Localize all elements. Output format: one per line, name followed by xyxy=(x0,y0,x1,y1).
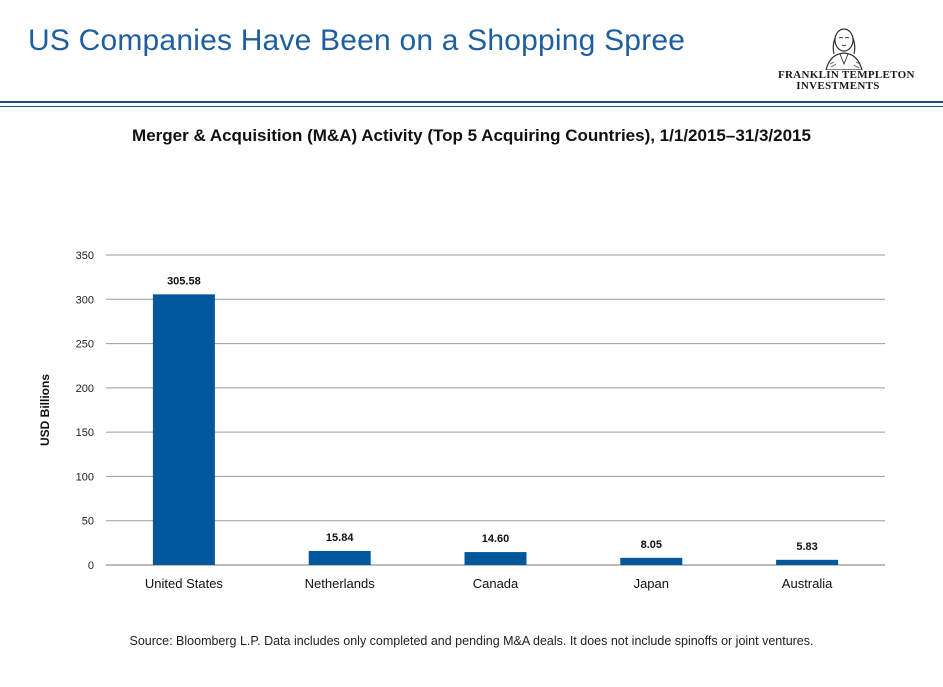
x-tick-label: Netherlands xyxy=(305,576,376,591)
data-label: 305.58 xyxy=(167,275,201,287)
data-label: 15.84 xyxy=(326,532,354,544)
y-axis-label: USD Billions xyxy=(38,374,52,446)
page-title: US Companies Have Been on a Shopping Spr… xyxy=(28,24,686,57)
y-tick-label: 100 xyxy=(76,471,94,483)
bar xyxy=(308,550,371,565)
logo-text-line2: INVESTMENTS xyxy=(796,80,880,92)
y-tick-label: 300 xyxy=(76,294,94,306)
header-divider-thin xyxy=(0,106,943,107)
bar-chart: 0 50 100 150 200 250 300 350 USD Billions 305.58 U… xyxy=(38,250,885,591)
y-tick-label: 150 xyxy=(76,427,94,439)
y-tick-label: 250 xyxy=(76,339,94,351)
bar xyxy=(620,557,683,565)
bar xyxy=(464,552,527,565)
bar xyxy=(776,559,839,565)
chart-title: Merger & Acquisition (M&A) Activity (Top… xyxy=(132,126,811,145)
x-tick-label: Japan xyxy=(634,576,669,591)
source-footnote: Source: Bloomberg L.P. Data includes onl… xyxy=(129,634,814,648)
header-divider xyxy=(0,101,943,103)
data-label: 5.83 xyxy=(796,541,817,553)
x-tick-label: United States xyxy=(145,576,224,591)
bar xyxy=(152,294,215,565)
data-label: 14.60 xyxy=(482,533,510,545)
y-tick-label: 50 xyxy=(82,516,94,528)
y-tick-label: 0 xyxy=(88,560,94,572)
logo-text-line1: FRANKLIN TEMPLETON xyxy=(778,69,915,81)
benjamin-franklin-portrait-icon xyxy=(825,28,863,70)
company-logo: FRANKLIN TEMPLETON INVESTMENTS xyxy=(778,24,915,94)
data-label: 8.05 xyxy=(641,539,662,551)
y-tick-label: 200 xyxy=(76,383,94,395)
x-tick-label: Canada xyxy=(473,576,519,591)
y-tick-label: 350 xyxy=(76,250,94,262)
x-tick-label: Australia xyxy=(782,576,833,591)
